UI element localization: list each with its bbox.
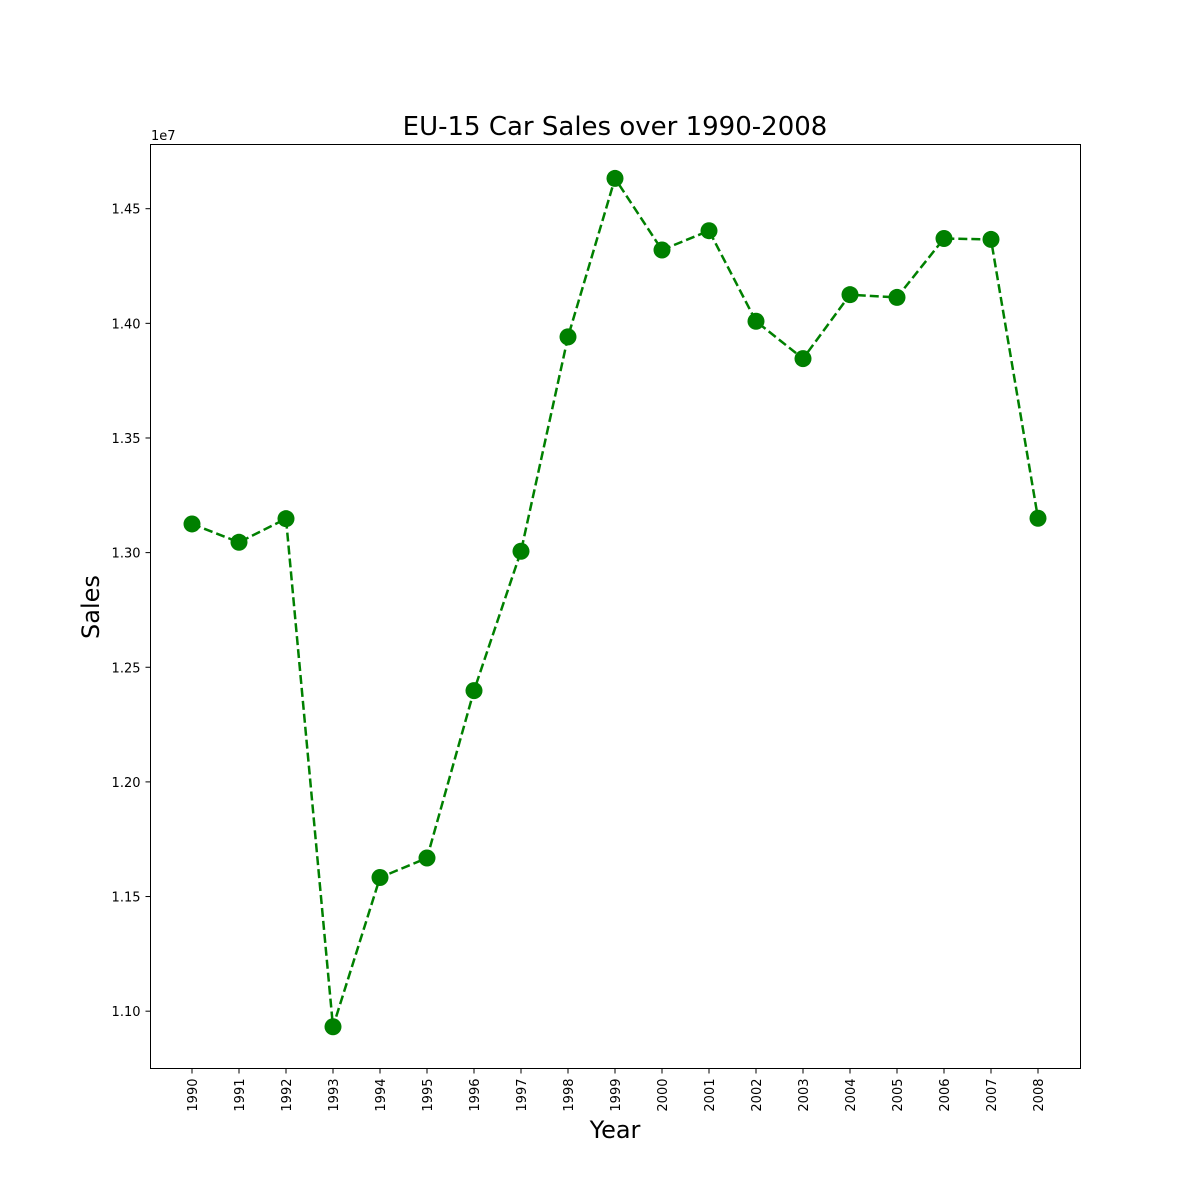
y-tick-label: 1.40 [112,317,141,332]
data-point [700,222,718,240]
x-axis-label: Year [589,1116,641,1144]
x-tick-label: 1997 [515,1079,530,1112]
y-tick-label: 1.10 [112,1005,141,1020]
data-point [794,350,812,368]
y-axis-label: Sales [77,575,105,639]
data-point [465,682,483,700]
x-tick-label: 2005 [891,1079,906,1112]
data-point [418,849,436,867]
plot-area [183,169,1047,1036]
x-tick-label: 1993 [327,1079,342,1112]
x-tick-label: 1990 [186,1079,201,1112]
x-tick-label: 2002 [750,1079,765,1112]
x-tick-label: 1994 [374,1079,389,1112]
data-point [183,515,201,533]
y-offset-label: 1e7 [151,129,176,144]
x-tick-label: 1995 [421,1079,436,1112]
data-point [324,1018,342,1036]
x-tick-label: 2000 [656,1079,671,1112]
x-tick-label: 2008 [1032,1079,1047,1112]
data-point [606,169,624,187]
data-point [1029,509,1047,527]
y-tick-label: 1.25 [112,661,141,676]
x-tick-label: 2007 [985,1079,1000,1112]
y-tick-label: 1.45 [112,203,141,218]
data-point [371,869,389,887]
chart-title: EU-15 Car Sales over 1990-2008 [403,112,828,142]
x-tick-label: 1996 [468,1079,483,1112]
data-point [935,230,953,248]
y-tick-label: 1.15 [112,891,141,906]
x-tick-label: 2004 [844,1079,859,1112]
x-tick-label: 1992 [280,1079,295,1112]
x-tick-label: 2003 [797,1079,812,1112]
x-tick-label: 1998 [562,1079,577,1112]
x-tick-label: 1999 [609,1079,624,1112]
data-point [512,542,530,560]
data-point [559,328,577,346]
y-tick-label: 1.30 [112,547,141,562]
data-point [747,312,765,330]
y-tick-label: 1.35 [112,432,141,447]
data-point [653,241,671,259]
x-tick-label: 2001 [703,1079,718,1112]
x-tick-label: 1991 [233,1079,248,1112]
data-point [841,286,859,304]
data-point [230,533,248,551]
data-point [982,230,1000,248]
y-tick-label: 1.20 [112,776,141,791]
data-point [888,288,906,306]
x-tick-label: 2006 [938,1079,953,1112]
data-point [277,510,295,528]
